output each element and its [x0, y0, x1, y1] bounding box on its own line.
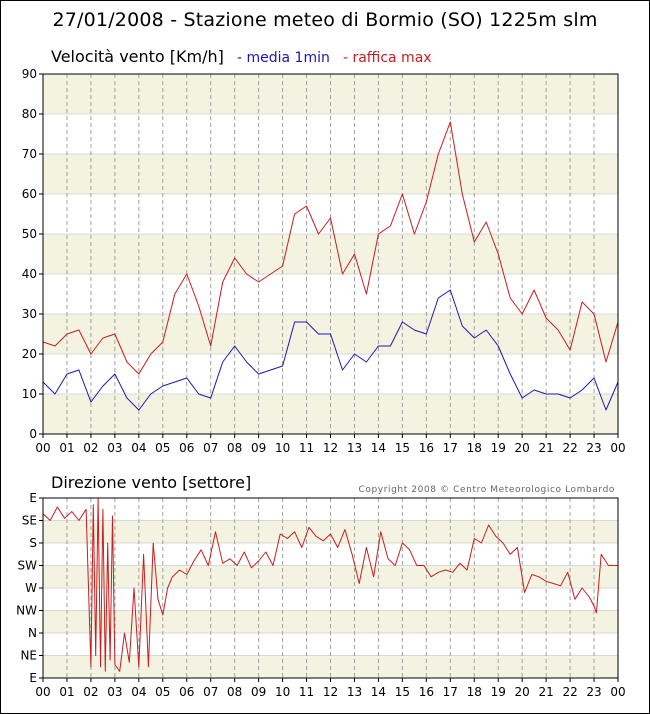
speed-chart-header: Velocità vento [Km/h] - media 1min - raf… — [51, 47, 432, 66]
speed-y-tick-label: 90 — [22, 67, 37, 81]
direction-x-tick-label: 05 — [155, 685, 170, 699]
speed-x-tick-label: 23 — [586, 441, 601, 455]
speed-series-1 — [42, 121, 619, 375]
direction-x-tick-label: 06 — [179, 685, 194, 699]
direction-x-tick-label: 01 — [59, 685, 74, 699]
speed-x-tick-label: 07 — [203, 441, 218, 455]
speed-y-tick-label: 60 — [22, 187, 37, 201]
speed-band — [43, 74, 618, 114]
speed-band — [43, 234, 618, 274]
speed-x-tick-label: 18 — [467, 441, 482, 455]
direction-x-tick-label: 15 — [395, 685, 410, 699]
direction-x-tick-label: 02 — [83, 685, 98, 699]
legend-gust: - raffica max — [342, 50, 432, 66]
speed-x-tick-label: 19 — [491, 441, 506, 455]
speed-y-tick-label: 40 — [22, 267, 37, 281]
direction-x-tick-label: 09 — [251, 685, 266, 699]
direction-x-tick-label: 10 — [275, 685, 290, 699]
direction-series-0 — [42, 497, 618, 672]
legend-mean: - media 1min — [236, 50, 330, 66]
speed-x-tick-label: 20 — [515, 441, 530, 455]
direction-x-tick-label: 00 — [610, 685, 625, 699]
direction-x-tick-label: 21 — [538, 685, 553, 699]
direction-y-tick-label: E — [29, 491, 37, 505]
direction-x-tick-label: 17 — [443, 685, 458, 699]
speed-y-tick-label: 50 — [22, 227, 37, 241]
speed-x-tick-label: 15 — [395, 441, 410, 455]
speed-x-tick-label: 09 — [251, 441, 266, 455]
direction-y-tick-label: NE — [20, 649, 37, 663]
speed-x-tick-label: 00 — [35, 441, 50, 455]
speed-x-tick-label: 04 — [131, 441, 146, 455]
speed-y-tick-label: 70 — [22, 147, 37, 161]
copyright-note: Copyright 2008 © Centro Meteorologico Lo… — [358, 485, 615, 495]
speed-y-tick-label: 20 — [22, 347, 37, 361]
speed-x-tick-label: 03 — [107, 441, 122, 455]
speed-x-tick-label: 17 — [443, 441, 458, 455]
direction-x-tick-label: 11 — [299, 685, 314, 699]
speed-y-tick-label: 0 — [29, 427, 37, 441]
speed-x-tick-label: 16 — [419, 441, 434, 455]
direction-x-tick-label: 00 — [35, 685, 50, 699]
speed-x-tick-label: 12 — [323, 441, 338, 455]
direction-x-tick-label: 18 — [467, 685, 482, 699]
direction-band — [43, 520, 618, 543]
direction-chart-header: Direzione vento [settore] — [51, 473, 251, 492]
speed-x-tick-label: 21 — [538, 441, 553, 455]
speed-y-tick-label: 10 — [22, 387, 37, 401]
direction-x-tick-label: 04 — [131, 685, 146, 699]
page-title: 27/01/2008 - Stazione meteo di Bormio (S… — [52, 9, 598, 31]
speed-x-tick-label: 02 — [83, 441, 98, 455]
speed-x-tick-label: 08 — [227, 441, 242, 455]
speed-x-tick-label: 13 — [347, 441, 362, 455]
direction-x-tick-label: 12 — [323, 685, 338, 699]
speed-x-tick-label: 10 — [275, 441, 290, 455]
direction-y-tick-label: S — [29, 536, 37, 550]
speed-x-tick-label: 22 — [562, 441, 577, 455]
direction-y-tick-label: W — [25, 581, 37, 595]
speed-y-tick-label: 30 — [22, 307, 37, 321]
direction-y-tick-label: NW — [16, 604, 37, 618]
direction-x-tick-label: 23 — [586, 685, 601, 699]
speed-series-0 — [42, 289, 619, 411]
direction-x-tick-label: 20 — [515, 685, 530, 699]
direction-x-tick-label: 16 — [419, 685, 434, 699]
speed-y-tick-label: 80 — [22, 107, 37, 121]
direction-x-tick-label: 03 — [107, 685, 122, 699]
speed-x-tick-label: 11 — [299, 441, 314, 455]
speed-x-tick-label: 06 — [179, 441, 194, 455]
speed-x-tick-label: 05 — [155, 441, 170, 455]
speed-x-tick-label: 14 — [371, 441, 386, 455]
speed-x-tick-label: 01 — [59, 441, 74, 455]
direction-y-tick-label: SE — [22, 514, 37, 528]
direction-y-tick-label: E — [29, 671, 37, 685]
direction-y-tick-label: N — [28, 626, 37, 640]
direction-x-tick-label: 08 — [227, 685, 242, 699]
direction-x-tick-label: 07 — [203, 685, 218, 699]
direction-chart-title: Direzione vento [settore] — [51, 473, 252, 492]
direction-x-tick-label: 13 — [347, 685, 362, 699]
direction-x-tick-label: 14 — [371, 685, 386, 699]
speed-chart-title: Velocità vento [Km/h] — [51, 47, 224, 66]
direction-y-tick-label: SW — [18, 559, 38, 573]
direction-x-tick-label: 22 — [562, 685, 577, 699]
direction-x-tick-label: 19 — [491, 685, 506, 699]
speed-x-tick-label: 00 — [610, 441, 625, 455]
